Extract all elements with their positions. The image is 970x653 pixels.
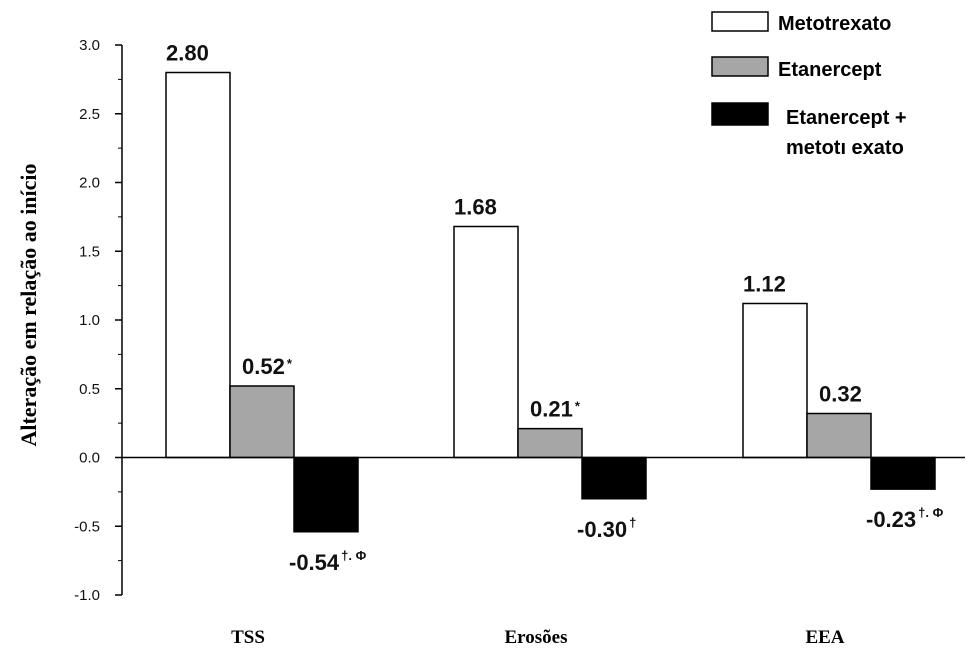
legend-label-etanercept: Etanercept	[778, 59, 882, 81]
bar	[742, 302, 808, 459]
legend-swatch-etanercept	[711, 56, 769, 77]
legend-label-metotrexato: Metotrexato	[778, 13, 891, 35]
data-label: -0.54 †. Φ	[289, 548, 367, 575]
data-label: 1.12	[743, 272, 786, 297]
data-label: 0.52 *	[242, 354, 293, 379]
bar	[806, 412, 872, 459]
data-label: 0.32	[819, 382, 862, 407]
data-label: -0.30 †	[577, 515, 636, 542]
bar	[229, 385, 295, 459]
y-axis-title: Alteração em relação ao início	[16, 163, 41, 446]
y-tick-label: -0.5	[74, 518, 100, 535]
y-tick-label: 1.0	[79, 312, 100, 329]
bar	[165, 71, 231, 459]
y-tick-label: -1.0	[74, 587, 100, 604]
legend: Metotrexato Etanercept Etanercept + meto…	[711, 11, 907, 159]
legend-label-combo-line-1: Etanercept +	[786, 107, 907, 129]
data-label: -0.23 †. Φ	[866, 505, 944, 532]
data-labels: 2.80 0.52 * -0.54 †. Φ 1.68 0.21 * -0.30 † 1.12 0.3…	[166, 41, 944, 575]
legend-swatch-metotrexato	[711, 11, 769, 32]
category-labels: TSS Erosões EEA	[231, 627, 845, 648]
data-label: 2.80	[166, 41, 209, 66]
legend-label-combo-line-2: metotı exato	[786, 137, 904, 159]
category-label: EEA	[805, 627, 844, 648]
bar	[453, 225, 519, 459]
legend-swatch-etanercept-metotrexato	[711, 102, 769, 126]
bar	[293, 456, 359, 533]
data-label: 1.68	[454, 195, 497, 220]
y-tick-label: 0.5	[79, 381, 100, 398]
y-tick-label: 3.0	[79, 37, 100, 54]
y-tick-label: 1.5	[79, 243, 100, 260]
bars	[165, 71, 936, 533]
y-axis: 3.0 2.5 2.0 1.5 1.0 0.5 0.0 -0.5 -1.0	[74, 37, 123, 604]
y-tick-label: 2.0	[79, 175, 100, 192]
data-label: 0.21 *	[530, 397, 581, 422]
y-tick-label: 2.5	[79, 106, 100, 123]
category-label: Erosões	[505, 627, 568, 648]
category-label: TSS	[231, 627, 265, 648]
bar	[581, 456, 647, 500]
y-tick-label: 0.0	[79, 450, 100, 467]
bar	[870, 456, 936, 490]
bar	[517, 427, 583, 459]
